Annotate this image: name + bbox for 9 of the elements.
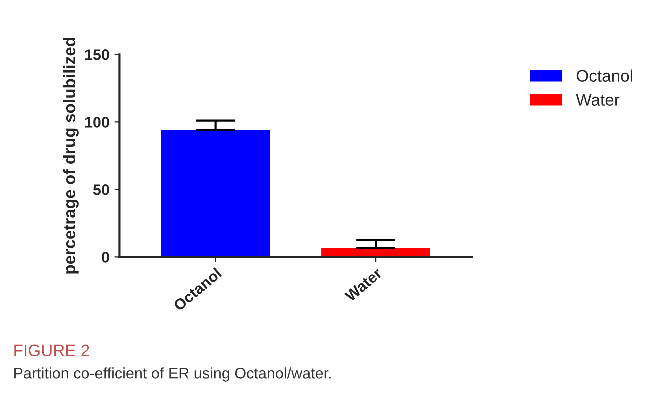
y-tick-label: 50 — [93, 184, 110, 196]
text: Partition co-efficient of ER using Octanol/water. — [14, 368, 331, 382]
legend-label: Water — [576, 94, 620, 106]
y-tick-label: 100 — [85, 117, 110, 128]
caption: FIGURE 2 — [14, 344, 90, 357]
legend-label: Octanol — [576, 70, 632, 82]
y-tick-label: 150 — [85, 50, 110, 60]
y-tick-label: 0 — [102, 252, 110, 263]
y-axis-title: percetrage of drug solubilized — [63, 38, 79, 274]
